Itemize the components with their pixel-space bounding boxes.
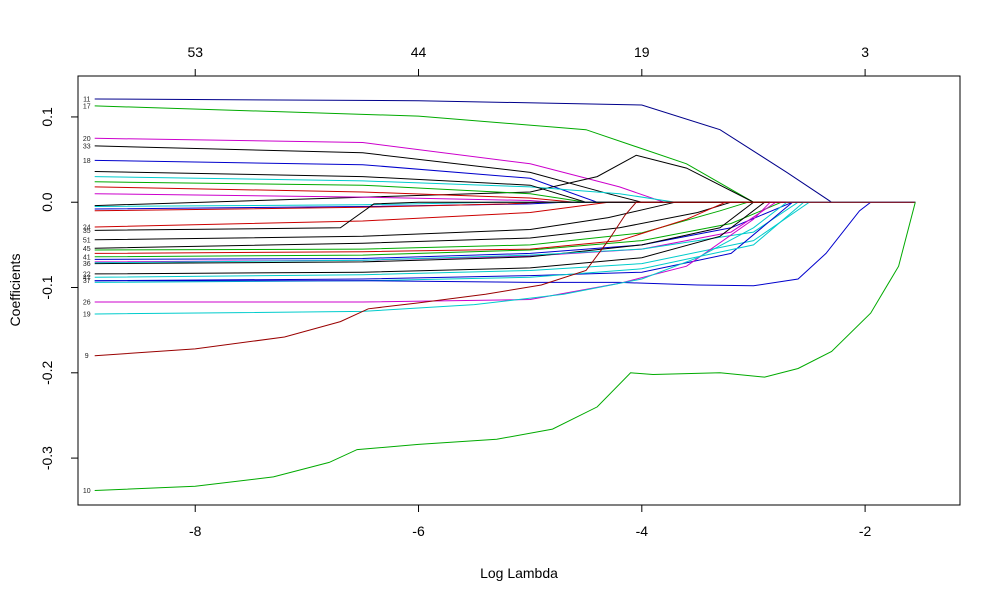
y-axis: 0.1 0.0 -0.1 -0.2 -0.3 [39, 107, 79, 470]
curve-label-20: 20 [83, 136, 91, 143]
curve-label-41: 41 [83, 254, 91, 261]
x-tick-label: -8 [189, 523, 202, 539]
x-tick-label: -4 [636, 523, 649, 539]
curve-label-11: 11 [83, 97, 90, 104]
x-axis: -8 -6 -4 -2 [189, 504, 872, 539]
top-tick-label: 53 [187, 44, 203, 60]
y-tick-label: -0.3 [39, 446, 55, 470]
x-tick-label: -6 [412, 523, 425, 539]
x-axis-title: Log Lambda [480, 565, 558, 581]
curve-label-17: 17 [83, 103, 91, 110]
y-tick-label: 0.1 [39, 107, 55, 127]
top-tick-label: 44 [411, 44, 427, 60]
curve-label-26: 26 [83, 300, 91, 307]
coefficient-curve-9 [94, 201, 916, 357]
y-tick-label: -0.1 [39, 275, 55, 299]
curve-label-22: 22 [83, 271, 91, 278]
curve-label-35: 35 [83, 228, 91, 235]
curve-label-10: 10 [83, 488, 91, 495]
curve-label-9: 9 [85, 353, 89, 360]
curve-label-36: 36 [83, 261, 91, 268]
plot-frame [77, 75, 961, 506]
curve-label-47: 47 [83, 275, 91, 282]
top-axis: 53 44 19 3 [187, 44, 869, 77]
curve-label-18: 18 [83, 158, 91, 165]
coefficient-curve-19 [94, 201, 916, 315]
y-axis-title: Coefficients [7, 254, 23, 327]
top-tick-label: 19 [634, 44, 650, 60]
curve-label-33: 33 [83, 143, 91, 150]
curve-label-51: 51 [83, 237, 91, 244]
curve-label-37: 37 [83, 278, 91, 285]
coefficient-curve-unlabeled-29 [94, 201, 916, 287]
coefficient-curve-35 [94, 201, 916, 231]
curves-layer [94, 98, 916, 491]
x-tick-label: -2 [859, 523, 872, 539]
coefficient-curve-10 [94, 202, 916, 491]
y-tick-label: -0.2 [39, 361, 55, 385]
y-tick-label: 0.0 [39, 192, 55, 212]
curve-label-24: 24 [83, 224, 91, 231]
curve-label-19: 19 [83, 311, 91, 318]
top-tick-label: 3 [861, 44, 869, 60]
curve-label-45: 45 [83, 246, 91, 253]
